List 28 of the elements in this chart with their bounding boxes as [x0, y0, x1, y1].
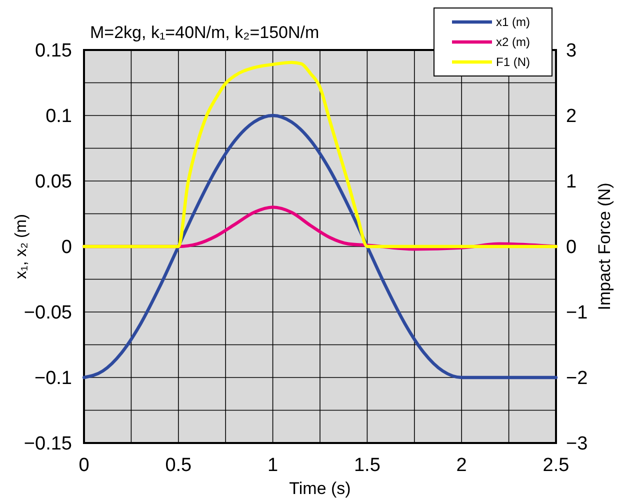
y-tick-label: −0.15	[24, 434, 72, 455]
x-tick-label: 1	[268, 455, 278, 476]
y-tick-label: −0.1	[34, 368, 72, 390]
y2-tick-label: −1	[566, 302, 588, 324]
y2-tick-label: 1	[566, 172, 577, 193]
legend-label: x1 (m)	[496, 15, 530, 30]
y2-tick-label: 2	[566, 106, 577, 128]
y-tick-label: −0.05	[24, 302, 72, 324]
y-tick-label: 0	[61, 237, 72, 258]
x-tick-label: 2.5	[542, 455, 570, 476]
x-axis-title: Time (s)	[289, 479, 351, 498]
legend-label: x2 (m)	[496, 35, 530, 50]
x-tick-label: 2	[456, 455, 467, 476]
y2-tick-label: 0	[566, 237, 577, 258]
y-tick-label: 0.05	[35, 172, 72, 193]
chart-title: M=2kg, k₁=40N/m, k₂=150N/m	[90, 23, 320, 42]
y2-tick-label: −2	[566, 368, 588, 390]
y2-tick-label: 3	[566, 40, 577, 62]
x-tick-label: 1.5	[354, 455, 380, 476]
legend-label: F1 (N)	[496, 55, 530, 70]
y-axis-title: x₁, x₂ (m)	[13, 214, 30, 279]
y-tick-label: 0.1	[46, 106, 72, 128]
y-tick-label: 0.15	[35, 40, 72, 62]
x-tick-label: 0.5	[165, 455, 192, 476]
y2-tick-label: −3	[566, 434, 588, 455]
y2-axis-title: Impact Force (N)	[595, 182, 614, 310]
x-tick-label: 0	[78, 455, 90, 476]
line-series	[82, 114, 558, 380]
